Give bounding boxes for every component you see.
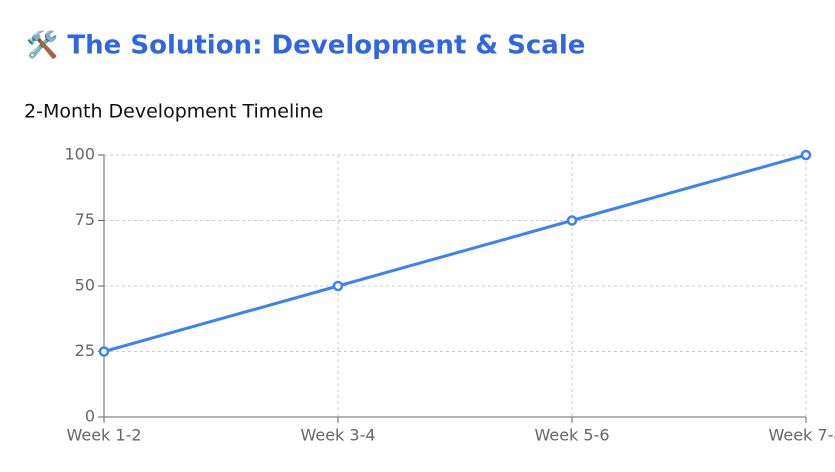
data-point [800, 149, 812, 161]
y-tick-label: 0 [85, 407, 95, 426]
x-tick-label: Week 5-6 [534, 426, 609, 445]
data-point [98, 346, 110, 357]
data-point [332, 280, 344, 292]
data-point [566, 215, 578, 226]
y-tick-label: 25 [75, 341, 95, 360]
x-tick-label: Week 1-2 [66, 426, 141, 445]
y-tick-label: 100 [64, 145, 95, 164]
page-heading: 🛠️ The Solution: Development & Scale [26, 29, 585, 61]
x-tick-label: Week 3-4 [300, 426, 375, 445]
chart-title: 2-Month Development Timeline [24, 101, 323, 123]
series-line [103, 153, 807, 353]
x-tick-label: Week 7-8 [768, 426, 835, 445]
y-tick-label: 75 [75, 210, 95, 229]
y-tick-label: 50 [75, 276, 95, 295]
